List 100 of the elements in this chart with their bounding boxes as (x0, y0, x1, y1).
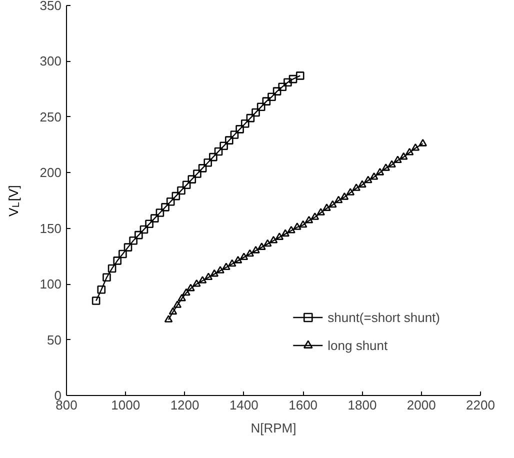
x-axis-title: N[RPM] (250, 420, 296, 436)
point (252, 108, 260, 117)
point (129, 236, 138, 245)
point (172, 192, 180, 200)
point (399, 152, 408, 160)
point (288, 74, 298, 84)
point (269, 236, 278, 244)
point (168, 307, 178, 315)
point (222, 262, 230, 270)
x-tick-label: 1000 (111, 398, 140, 412)
point (258, 242, 266, 250)
point (246, 249, 254, 257)
point (182, 180, 191, 190)
point (293, 222, 302, 230)
point (405, 148, 414, 156)
point (150, 214, 159, 222)
point (204, 272, 213, 280)
point (322, 204, 331, 211)
y-axis-title: VL[V] (6, 185, 22, 216)
point (272, 87, 282, 96)
point (193, 170, 202, 178)
y-tick-label: 50 (47, 332, 62, 348)
x-tick-label: 1800 (348, 398, 377, 412)
y-tick-label: 100 (40, 276, 62, 292)
point (262, 97, 271, 106)
point (364, 176, 372, 184)
point (296, 72, 304, 80)
point (304, 216, 314, 224)
point (118, 250, 127, 258)
point (256, 102, 266, 112)
point (177, 186, 186, 195)
point (240, 252, 248, 260)
point (198, 276, 207, 284)
y-tick-label: 250 (40, 109, 62, 124)
point (124, 243, 132, 252)
point (156, 208, 164, 217)
point (102, 273, 111, 282)
point (140, 225, 148, 234)
point (214, 147, 223, 156)
point (188, 175, 196, 184)
point (145, 220, 154, 228)
point (209, 152, 218, 162)
point (178, 294, 186, 302)
x-tick-label: 2000 (406, 398, 436, 412)
legend-label: long shunt (328, 338, 388, 352)
point (411, 143, 420, 151)
point (370, 172, 378, 180)
point (92, 296, 100, 305)
point (284, 78, 292, 87)
point (173, 300, 182, 308)
legend-label: shunt(=short shunt) (328, 310, 440, 324)
point (234, 256, 242, 264)
point (224, 136, 234, 144)
point (334, 196, 343, 204)
point (210, 269, 219, 277)
point (113, 256, 122, 265)
point (316, 208, 325, 216)
point (358, 180, 366, 188)
y-tick-label: 300 (40, 54, 62, 69)
x-tick-label: 1400 (229, 398, 258, 412)
point (228, 259, 236, 267)
point (204, 158, 212, 167)
point (346, 188, 355, 196)
point (220, 142, 228, 150)
y-tick-label: 150 (40, 220, 62, 236)
x-tick-label: 2200 (466, 398, 495, 412)
point (382, 163, 390, 171)
point (252, 246, 260, 254)
point (186, 284, 195, 292)
point (240, 119, 250, 128)
point (246, 114, 255, 122)
point (298, 220, 308, 228)
point (236, 125, 244, 134)
point (388, 160, 396, 168)
point (352, 184, 360, 191)
point (198, 164, 207, 172)
point (263, 239, 272, 247)
point (376, 168, 384, 176)
point (328, 200, 337, 208)
point (97, 285, 106, 294)
y-tick-label: 200 (40, 165, 62, 180)
point (192, 279, 201, 287)
point (275, 232, 284, 240)
point (281, 229, 290, 237)
x-tick-label: 1200 (170, 398, 200, 412)
point (161, 203, 170, 212)
point (164, 315, 173, 322)
point (310, 212, 320, 220)
point (166, 197, 175, 206)
point (394, 156, 402, 164)
point (216, 266, 224, 274)
point (418, 138, 427, 146)
point (340, 192, 349, 200)
point (287, 226, 296, 234)
point (182, 288, 190, 296)
point (278, 82, 287, 91)
y-tick-label: 350 (40, 0, 62, 13)
point (268, 92, 276, 102)
x-tick-label: 1600 (288, 398, 318, 412)
point (108, 264, 116, 273)
